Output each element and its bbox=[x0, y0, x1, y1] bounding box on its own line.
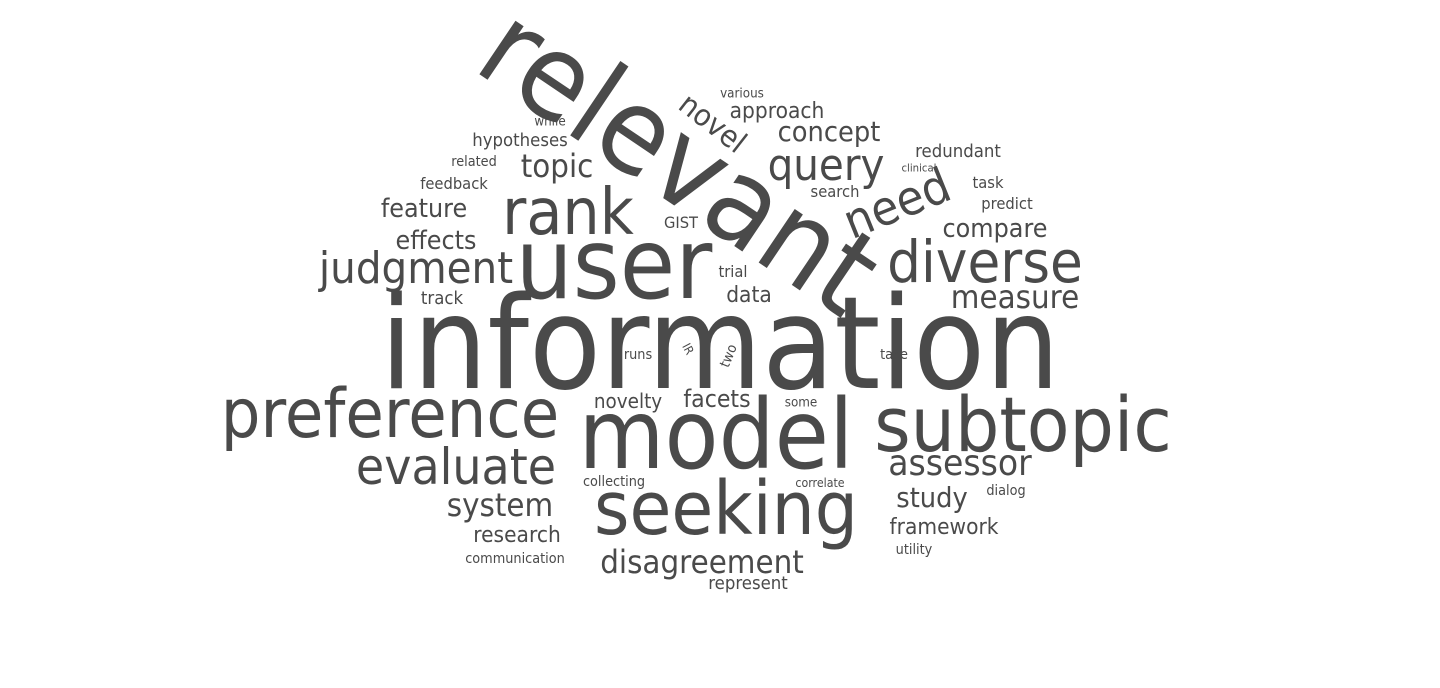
word-while: while bbox=[534, 114, 566, 130]
word-utility: utility bbox=[895, 542, 933, 558]
word-clinical: clinical bbox=[901, 161, 937, 175]
word-framework: framework bbox=[889, 515, 999, 540]
word-judgment: judgment bbox=[318, 243, 514, 294]
word-subtopic: subtopic bbox=[874, 380, 1172, 469]
word-task: task bbox=[972, 173, 1004, 192]
word-hypotheses: hypotheses bbox=[472, 130, 568, 151]
word-track: track bbox=[420, 288, 464, 309]
word-predict: predict bbox=[981, 194, 1033, 213]
word-feedback: feedback bbox=[420, 174, 488, 193]
word-query: query bbox=[767, 140, 885, 191]
word-represent: represent bbox=[708, 573, 788, 594]
word-assessor: assessor bbox=[888, 443, 1032, 484]
word-correlate: correlate bbox=[795, 476, 845, 490]
word-topic: topic bbox=[520, 147, 594, 185]
word-user: user bbox=[515, 208, 713, 322]
word-disagreement: disagreement bbox=[600, 543, 804, 581]
word-measure: measure bbox=[950, 278, 1080, 316]
word-rank: rank bbox=[502, 176, 634, 250]
word-preference: preference bbox=[220, 375, 560, 454]
word-research: research bbox=[473, 523, 561, 548]
word-effects: effects bbox=[395, 226, 477, 256]
word-gist: GIST bbox=[663, 213, 699, 232]
word-information: information bbox=[380, 270, 1060, 419]
word-novelty: novelty bbox=[593, 389, 663, 413]
word-dialog: dialog bbox=[986, 483, 1026, 499]
word-some: some bbox=[784, 395, 818, 411]
word-seeking: seeking bbox=[594, 466, 858, 552]
word-search: search bbox=[810, 182, 860, 201]
word-study: study bbox=[896, 481, 968, 514]
word-trial: trial bbox=[718, 262, 748, 281]
word-diverse: diverse bbox=[887, 228, 1083, 296]
word-related: related bbox=[451, 154, 497, 170]
word-system: system bbox=[446, 486, 554, 524]
word-various: various bbox=[720, 86, 764, 102]
word-approach: approach bbox=[729, 99, 825, 124]
word-concept: concept bbox=[777, 115, 881, 148]
word-evaluate: evaluate bbox=[355, 438, 557, 496]
word-collecting: collecting bbox=[582, 474, 646, 490]
word-data: data bbox=[726, 283, 772, 308]
word-compare: compare bbox=[942, 214, 1048, 244]
word-take: take bbox=[880, 347, 908, 363]
word-model: model bbox=[578, 379, 854, 491]
word-runs: runs bbox=[623, 347, 653, 363]
word-facets: facets bbox=[683, 385, 751, 413]
word-redundant: redundant bbox=[915, 141, 1001, 162]
word-communication: communication bbox=[465, 551, 565, 567]
word-feature: feature bbox=[380, 194, 468, 224]
